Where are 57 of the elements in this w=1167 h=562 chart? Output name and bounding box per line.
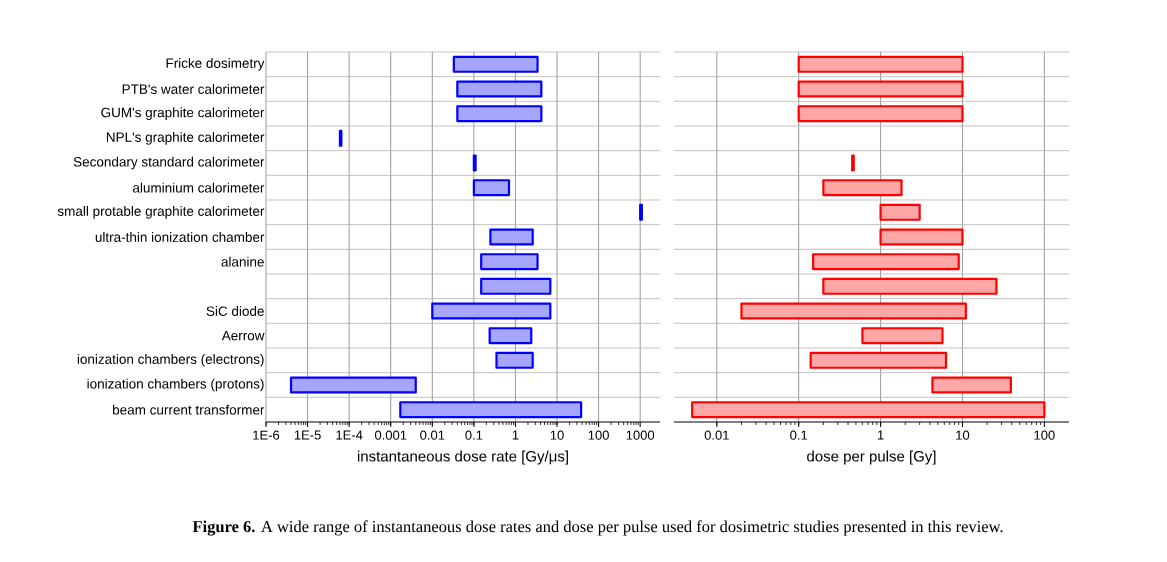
x-tick-label: 0.01: [420, 430, 445, 440]
x-tick-label: 100: [1034, 430, 1055, 440]
bar: [456, 80, 543, 98]
x-tick-label: 0.1: [465, 430, 483, 440]
x-tick-label: 0.001: [374, 430, 407, 440]
bar: [797, 80, 964, 98]
x-tick-label: 100: [588, 430, 609, 440]
text: Figure 6. A wide range of instantaneous dose rates and dose per pulse used for dosimetric studies presented in this review.: [192, 520, 1003, 536]
bar: [861, 327, 944, 345]
bar: [452, 55, 539, 73]
bar: [879, 228, 964, 246]
x-tick-label: 0.1: [790, 430, 808, 440]
y-tick-label: ionization chambers (protons): [87, 378, 264, 392]
y-tick-label: ionization chambers (electrons): [77, 354, 264, 367]
bar: [822, 277, 998, 295]
y-tick-label: GUM's graphite calorimeter: [101, 107, 265, 120]
y-tick-label: Aerrow: [221, 330, 265, 341]
x-tick-label: 1E-4: [336, 430, 363, 440]
x-tick-label: 10: [550, 430, 564, 440]
y-tick-label: Secondary standard calorimeter: [73, 156, 265, 170]
bar: [472, 179, 511, 197]
bar: [879, 203, 921, 221]
bar: [480, 277, 552, 295]
bar: [740, 302, 967, 320]
bar: [431, 302, 552, 320]
y-tick-label: beam current transformer: [113, 404, 265, 415]
x-tick-label: 1000: [626, 430, 655, 440]
bar: [480, 253, 539, 271]
bar: [797, 105, 964, 123]
x-tick-label: 0.01: [704, 430, 729, 440]
y-tick-label: Fricke dosimetry: [166, 58, 265, 71]
y-tick-label: PTB's water calorimeter: [122, 84, 265, 94]
x-tick-label: 1E-5: [294, 430, 321, 440]
bar: [399, 401, 583, 419]
bar: [797, 55, 964, 73]
bar: [289, 376, 417, 394]
bar: [822, 179, 903, 197]
y-tick-label: small protable graphite calorimeter: [57, 206, 265, 219]
bar: [488, 327, 533, 345]
y-tick-label: SiC diode: [206, 306, 264, 316]
bar: [456, 105, 543, 123]
bar: [691, 401, 1046, 419]
bar: [489, 228, 534, 246]
x-tick-label: 1: [512, 430, 519, 440]
x-tick-label: 1E-6: [253, 430, 280, 440]
y-tick-label: NPL's graphite calorimeter: [106, 132, 265, 145]
bar: [812, 253, 960, 271]
bar: [931, 376, 1012, 394]
bar: [809, 351, 948, 369]
bar: [495, 351, 534, 369]
x-axis-title: dose per pulse [Gy]: [807, 450, 936, 465]
x-tick-label: 1: [877, 430, 884, 440]
y-tick-label: alanine: [221, 256, 264, 267]
y-tick-label: aluminium calorimeter: [133, 182, 265, 193]
y-tick-label: ultra-thin ionization chamber: [95, 232, 265, 242]
x-tick-label: 10: [956, 430, 970, 440]
x-axis-title: instantaneous dose rate [Gy/μs]: [357, 450, 568, 465]
